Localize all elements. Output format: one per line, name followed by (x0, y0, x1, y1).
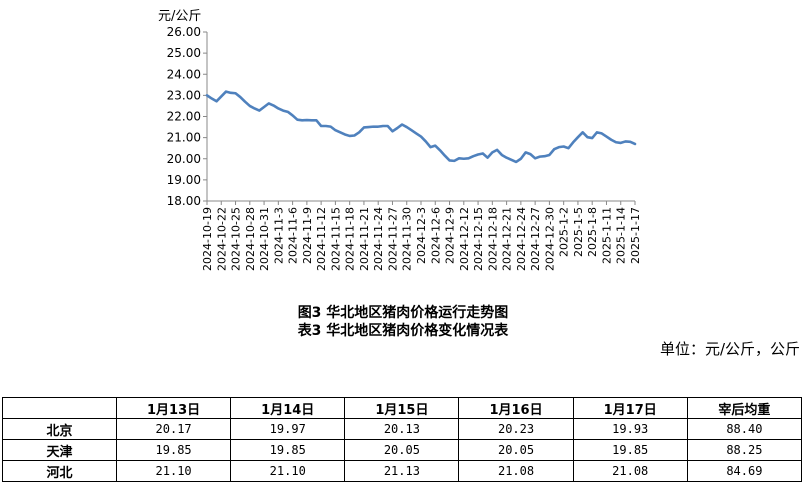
column-header: 宰后均重 (686, 397, 803, 419)
row-header: 北京 (2, 418, 117, 440)
table-cell: 20.17 (115, 418, 232, 440)
table-cell: 21.13 (344, 460, 460, 482)
table-cell: 88.25 (686, 439, 803, 461)
table-cell: 21.10 (230, 460, 346, 482)
table-cell: 21.10 (115, 460, 232, 482)
x-tick-label: 2025-1-17 (629, 207, 642, 264)
x-tick-label: 2024-11-3 (272, 207, 285, 264)
series-line-0 (205, 90, 637, 164)
price-trend-chart: 元/公斤 18.00 19.00 20.00 21.00 22.00 23.00 24.00… (158, 9, 642, 271)
table-cell: 19.93 (572, 418, 688, 440)
column-header: 1月14日 (230, 397, 346, 419)
y-tick-label: 22.00 (167, 110, 201, 124)
y-axis-unit-label: 元/公斤 (158, 9, 201, 24)
y-tick-label: 19.00 (167, 173, 201, 187)
x-tick-label: 2024-11-6 (287, 207, 300, 264)
x-tick-label: 2025-1-5 (572, 207, 585, 257)
table-cell: 19.85 (572, 439, 688, 461)
x-tick-label: 2024-11-21 (358, 207, 371, 271)
table-cell: 19.85 (230, 439, 346, 461)
x-tick-label: 2024-12-15 (472, 207, 485, 271)
x-tick-label: 2024-10-22 (215, 207, 228, 271)
table-row: 天津 19.85 19.85 20.05 20.05 19.85 88.25 (2, 439, 803, 461)
column-header: 1月16日 (458, 397, 574, 419)
table-corner-cell (2, 397, 117, 419)
y-tick-label: 20.00 (167, 152, 201, 166)
x-tick-label: 2024-11-18 (344, 207, 357, 271)
y-tick-label: 25.00 (167, 46, 201, 60)
table-cell: 19.97 (230, 418, 346, 440)
table-caption: 表3 华北地区猪肉价格变化情况表 (297, 323, 509, 339)
x-tick-label: 2024-12-30 (543, 207, 556, 271)
y-tick-label: 18.00 (167, 194, 201, 208)
column-header: 1月13日 (115, 397, 232, 419)
column-header: 1月15日 (344, 397, 460, 419)
x-axis: 2024-10-19 2024-10-22 2024-10-25 2024-10-28… (201, 200, 642, 271)
x-tick-label: 2024-10-19 (201, 207, 214, 271)
price-table: 1月13日 1月14日 1月15日 1月16日 1月17日 宰后均重 北京 20… (2, 397, 803, 482)
x-tick-label: 2024-11-15 (329, 207, 342, 271)
figure-caption: 图3 华北地区猪肉价格运行走势图 (297, 305, 509, 321)
y-tick-label: 26.00 (167, 25, 201, 39)
table-header-row: 1月13日 1月14日 1月15日 1月16日 1月17日 宰后均重 (2, 397, 803, 419)
x-tick-label: 2025-1-2 (558, 207, 571, 257)
row-header: 天津 (2, 439, 117, 461)
x-tick-label: 2024-10-31 (258, 207, 271, 271)
x-tick-label: 2024-10-28 (244, 207, 257, 271)
x-tick-label: 2024-10-25 (230, 207, 243, 271)
x-tick-label: 2024-12-12 (458, 207, 471, 271)
table-cell: 88.40 (686, 418, 803, 440)
table-cell: 21.08 (458, 460, 574, 482)
x-tick-label: 2024-12-27 (529, 207, 542, 271)
series-layer (205, 90, 637, 164)
table-cell: 19.85 (115, 439, 232, 461)
y-axis: 18.00 19.00 20.00 21.00 22.00 23.00 24.00 25.00… (167, 25, 208, 208)
table-row: 北京 20.17 19.97 20.13 20.23 19.93 88.40 (2, 418, 803, 440)
table-cell: 20.05 (458, 439, 574, 461)
x-tick-label: 2024-12-18 (486, 207, 499, 271)
table-cell: 21.08 (572, 460, 688, 482)
unit-label: 单位：元/公斤，公斤 (659, 340, 800, 358)
table-cell: 20.23 (458, 418, 574, 440)
x-tick-label: 2024-11-12 (315, 207, 328, 271)
x-tick-label: 2024-11-27 (386, 207, 399, 271)
x-tick-label: 2025-1-8 (586, 207, 599, 257)
row-header: 河北 (2, 460, 117, 482)
x-tick-label: 2024-12-3 (415, 207, 428, 264)
x-tick-label: 2024-12-9 (444, 207, 457, 264)
table-cell: 84.69 (686, 460, 803, 482)
x-tick-label: 2024-11-30 (401, 207, 414, 271)
y-tick-label: 24.00 (167, 67, 201, 81)
x-tick-label: 2024-11-9 (301, 207, 314, 264)
x-tick-label: 2025-1-14 (615, 207, 628, 264)
y-tick-label: 23.00 (167, 88, 201, 102)
x-tick-label: 2024-11-24 (372, 207, 385, 271)
x-tick-label: 2024-12-24 (515, 207, 528, 271)
table-cell: 20.13 (344, 418, 460, 440)
x-tick-label: 2024-12-21 (501, 207, 514, 271)
x-tick-label: 2025-1-11 (600, 207, 613, 264)
table-row: 河北 21.10 21.10 21.13 21.08 21.08 84.69 (2, 460, 803, 482)
y-tick-label: 21.00 (167, 131, 201, 145)
x-tick-label: 2024-12-6 (429, 207, 442, 264)
column-header: 1月17日 (572, 397, 688, 419)
table-cell: 20.05 (344, 439, 460, 461)
